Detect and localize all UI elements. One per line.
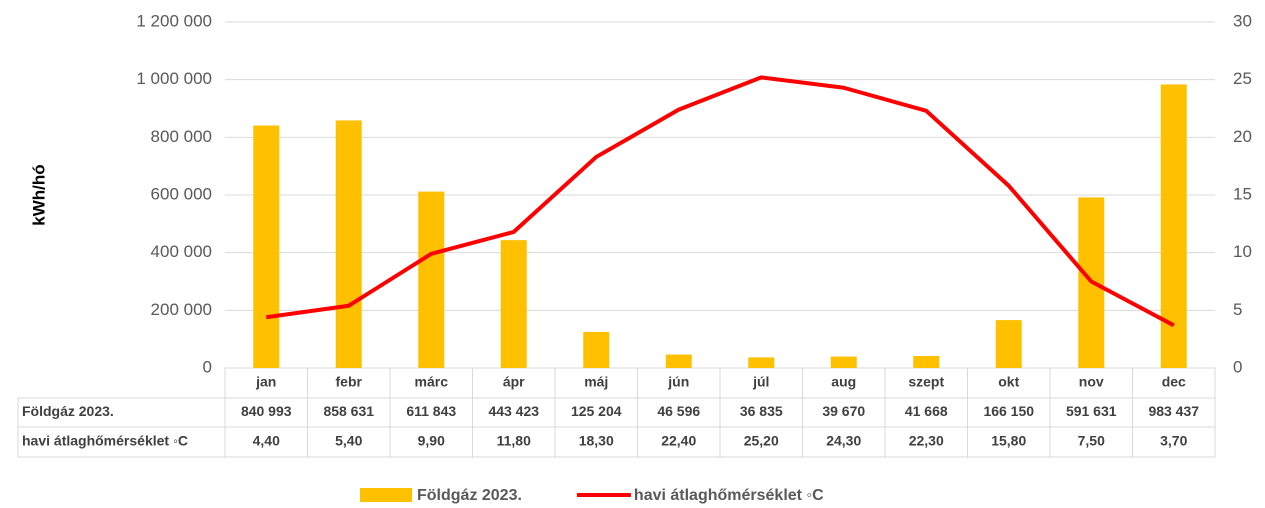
y-tick-label: 800 000 — [151, 127, 212, 146]
table-cell: 24,30 — [826, 433, 861, 449]
bar — [830, 356, 857, 368]
table-cell: 22,30 — [909, 433, 944, 449]
table-cell: 15,80 — [991, 433, 1026, 449]
table-cell: 591 631 — [1066, 403, 1117, 419]
x-tick-label: jan — [255, 374, 276, 390]
table-cell: 4,40 — [253, 433, 280, 449]
x-tick-label: szept — [908, 374, 944, 390]
y2-tick-label: 30 — [1233, 11, 1252, 30]
legend-label: havi átlaghőmérséklet ◦C — [634, 487, 824, 504]
table-cell: 125 204 — [571, 403, 622, 419]
table-cell: 5,40 — [335, 433, 362, 449]
table-cell: 22,40 — [661, 433, 696, 449]
table-cell: 840 993 — [241, 403, 292, 419]
table-cell: 25,20 — [744, 433, 779, 449]
bar — [583, 331, 610, 368]
table-cell: 46 596 — [657, 403, 700, 419]
bar — [335, 120, 362, 368]
legend-swatch — [360, 488, 412, 502]
y-tick-label: 200 000 — [151, 300, 212, 319]
y2-tick-label: 15 — [1233, 184, 1252, 203]
table-row-label: Földgáz 2023. — [22, 403, 114, 419]
x-tick-label: ápr — [503, 374, 525, 390]
y2-tick-label: 0 — [1233, 357, 1242, 376]
bar — [913, 355, 940, 368]
table-cell: 18,30 — [579, 433, 614, 449]
bar — [995, 320, 1022, 368]
line — [265, 75, 1175, 328]
bar — [1160, 84, 1187, 369]
x-tick-label: nov — [1079, 374, 1104, 390]
table-cell: 166 150 — [983, 403, 1034, 419]
y2-tick-label: 5 — [1233, 300, 1242, 319]
table-cell: 983 437 — [1148, 403, 1199, 419]
x-tick-label: okt — [998, 374, 1019, 390]
x-tick-label: febr — [336, 374, 363, 390]
legend-label: Földgáz 2023. — [417, 487, 522, 504]
table-cell: 443 423 — [488, 403, 539, 419]
bar — [500, 240, 527, 368]
table-cell: 41 668 — [905, 403, 948, 419]
y2-tick-label: 10 — [1233, 242, 1252, 261]
table-cell: 11,80 — [497, 433, 531, 449]
y-tick-label: 1 200 000 — [136, 11, 212, 30]
x-tick-label: márc — [415, 374, 449, 390]
x-tick-label: máj — [584, 374, 608, 390]
y-tick-label: 400 000 — [151, 242, 212, 261]
x-tick-label: júl — [752, 374, 769, 390]
y-tick-label: 600 000 — [151, 184, 212, 203]
table-cell: 3,70 — [1160, 433, 1187, 449]
y-tick-label: 1 000 000 — [136, 69, 212, 88]
bar — [665, 354, 692, 368]
table-cell: 9,90 — [418, 433, 445, 449]
table-cell: 7,50 — [1078, 433, 1105, 449]
y2-tick-label: 20 — [1233, 127, 1252, 146]
x-tick-label: dec — [1162, 374, 1186, 390]
table-cell: 39 670 — [822, 403, 865, 419]
y2-tick-label: 25 — [1233, 69, 1252, 88]
bar — [253, 125, 280, 368]
x-tick-label: aug — [831, 374, 856, 390]
bar — [418, 191, 445, 368]
x-tick-label: jún — [667, 374, 689, 390]
table-row-label: havi átlaghőmérséklet ◦C — [22, 433, 188, 449]
y-axis-label: kWh/hó — [29, 164, 48, 225]
bar — [748, 357, 775, 368]
table-cell: 858 631 — [323, 403, 374, 419]
table-cell: 611 843 — [406, 403, 456, 419]
table-cell: 36 835 — [740, 403, 783, 419]
y-tick-label: 0 — [203, 357, 212, 376]
